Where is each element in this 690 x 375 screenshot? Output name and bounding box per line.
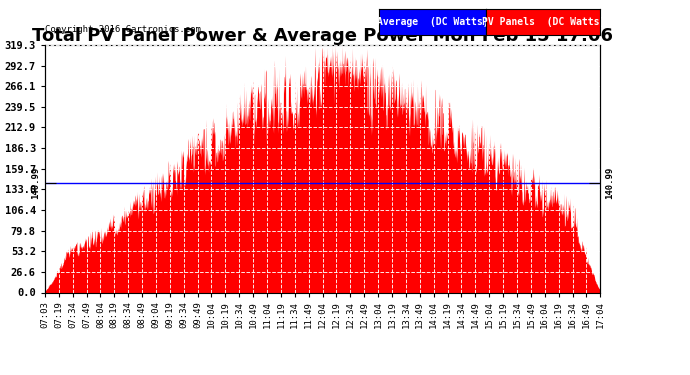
Text: PV Panels  (DC Watts): PV Panels (DC Watts) (482, 17, 605, 27)
Text: Average  (DC Watts): Average (DC Watts) (377, 17, 489, 27)
Text: Copyright 2016 Cartronics.com: Copyright 2016 Cartronics.com (45, 25, 201, 34)
Title: Total PV Panel Power & Average Power Mon Feb 15 17:06: Total PV Panel Power & Average Power Mon… (32, 27, 613, 45)
